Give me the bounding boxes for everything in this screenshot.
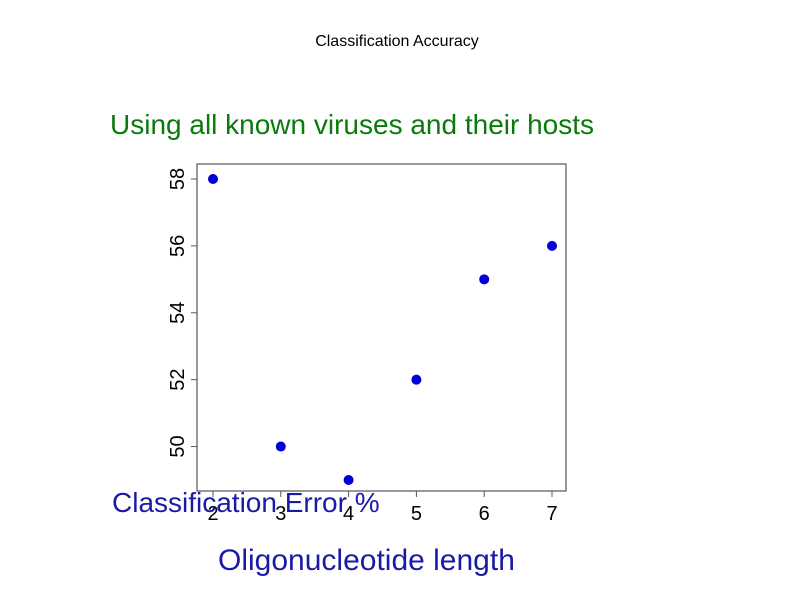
- data-point: [479, 274, 490, 285]
- y-tick-label: 52: [167, 369, 189, 391]
- data-point: [547, 240, 557, 251]
- y-tick-label: 56: [167, 235, 189, 257]
- plot-frame: [196, 163, 567, 492]
- x-tick-label: 7: [546, 503, 557, 525]
- y-tick-label: 50: [167, 435, 189, 457]
- y-axis-label: Classification Error %: [112, 487, 380, 518]
- data-point: [275, 441, 286, 452]
- x-tick-label: 5: [411, 503, 422, 525]
- x-tick-label: 4: [343, 503, 354, 525]
- data-point: [208, 174, 218, 184]
- y-tick-label: 58: [167, 168, 189, 190]
- slide-title: Classification Accuracy: [315, 33, 479, 50]
- x-tick-label: 3: [275, 503, 286, 525]
- data-points: [208, 174, 557, 485]
- x-axis-label: Oligonucleotide length: [218, 544, 515, 577]
- data-point: [343, 475, 354, 485]
- y-tick-label: 54: [167, 302, 189, 324]
- chart-subtitle: Using all known viruses and their hosts: [110, 109, 595, 140]
- x-tick-label: 2: [207, 503, 218, 525]
- x-tick-label: 6: [479, 503, 490, 525]
- x-axis: 2 3 4 5 6 7: [207, 491, 558, 525]
- y-axis: 50 52 54 56 58: [167, 168, 197, 458]
- plot-border: [196, 163, 567, 492]
- data-point: [411, 374, 422, 385]
